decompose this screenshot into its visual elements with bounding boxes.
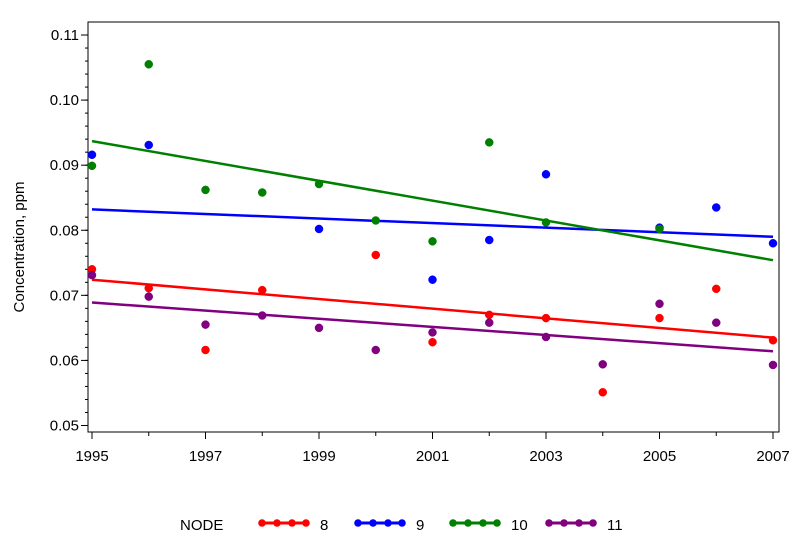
legend-swatch-marker: [302, 519, 310, 527]
point-node-9: [485, 235, 494, 245]
trend-line-node-10: [91, 139, 774, 262]
legend-label-node-10: 10: [511, 517, 528, 534]
point-node-8: [712, 284, 721, 294]
trend-line-node-8: [91, 278, 774, 339]
legend-swatch-marker: [545, 519, 553, 527]
legend-swatch-marker: [354, 519, 362, 527]
legend-swatch-marker: [589, 519, 597, 527]
point-node-10: [314, 179, 324, 189]
point-node-11: [712, 318, 721, 327]
point-node-10: [258, 188, 267, 197]
legend-swatch-marker: [288, 519, 296, 527]
point-node-11: [598, 360, 607, 369]
point-node-10: [428, 237, 437, 246]
point-node-8: [768, 335, 778, 345]
point-node-9: [314, 224, 324, 234]
y-axis: 0.05 0.06 0.07 0.08 0.09 0.10 0.11: [50, 27, 88, 434]
legend-swatch-marker: [479, 519, 487, 527]
point-node-9: [768, 239, 778, 248]
point-node-11: [371, 345, 380, 355]
legend-swatch-marker: [369, 519, 377, 527]
point-node-11: [768, 360, 778, 370]
legend-swatch-marker: [449, 519, 457, 527]
point-node-11: [258, 311, 267, 320]
point-node-9: [87, 150, 97, 160]
point-node-10: [541, 218, 551, 227]
point-node-11: [144, 292, 153, 301]
point-node-10: [485, 138, 494, 147]
point-node-8: [201, 345, 210, 355]
trend-lines: [91, 139, 774, 353]
trend-line-node-9: [91, 208, 774, 239]
point-node-11: [428, 328, 437, 337]
plot-frame: [87, 21, 780, 433]
point-node-11: [87, 270, 97, 280]
legend-label-node-8: 8: [320, 517, 328, 534]
x-tick-label: 2003: [529, 448, 562, 465]
y-tick-label: 0.05: [50, 417, 79, 434]
x-axis: 1995 1997 1999 2001 2003 2005 2007: [75, 432, 790, 465]
point-node-8: [485, 310, 494, 320]
legend-swatch-marker: [464, 519, 472, 527]
point-node-8: [258, 285, 267, 295]
point-node-11: [655, 299, 664, 309]
point-node-11: [485, 318, 494, 327]
legend-swatch-marker: [258, 519, 266, 527]
legend: NODE 8 9 10 11: [180, 517, 623, 534]
x-tick-label: 1999: [302, 448, 335, 465]
trend-line-node-11: [91, 301, 774, 353]
point-node-9: [712, 203, 721, 212]
legend-swatch-marker: [493, 519, 501, 527]
point-node-10: [144, 60, 153, 69]
point-node-9: [144, 140, 153, 150]
y-tick-label: 0.08: [50, 222, 79, 239]
point-node-8: [371, 250, 380, 260]
data-points: [87, 60, 778, 397]
point-node-11: [541, 332, 551, 342]
legend-swatch-marker: [575, 519, 583, 527]
point-node-8: [655, 313, 664, 323]
y-axis-title: Concentration, ppm: [11, 182, 28, 313]
point-node-11: [314, 323, 324, 333]
x-tick-label: 2007: [756, 448, 789, 465]
point-node-8: [541, 313, 551, 323]
point-node-9: [428, 275, 437, 284]
x-tick-label: 2005: [643, 448, 676, 465]
y-tick-label: 0.07: [50, 287, 79, 304]
point-node-9: [541, 170, 551, 179]
y-tick-label: 0.06: [50, 352, 79, 369]
point-node-11: [201, 320, 210, 329]
y-tick-label: 0.09: [50, 157, 79, 174]
x-tick-label: 2001: [416, 448, 449, 465]
legend-label-node-9: 9: [416, 517, 424, 534]
point-node-10: [655, 224, 664, 234]
point-node-10: [371, 216, 380, 225]
point-node-8: [144, 283, 153, 293]
legend-swatch-marker: [398, 519, 406, 527]
point-node-10: [87, 161, 97, 171]
legend-label-node-11: 11: [607, 517, 623, 534]
y-tick-label: 0.11: [51, 27, 79, 44]
x-tick-label: 1995: [75, 448, 108, 465]
y-tick-label: 0.10: [50, 92, 79, 109]
legend-title: NODE: [180, 517, 223, 534]
x-tick-label: 1997: [189, 448, 222, 465]
point-node-8: [598, 388, 607, 397]
point-node-10: [201, 185, 210, 195]
legend-swatch-marker: [384, 519, 392, 527]
legend-swatch-marker: [273, 519, 281, 527]
point-node-8: [428, 337, 437, 347]
legend-swatch-marker: [560, 519, 568, 527]
